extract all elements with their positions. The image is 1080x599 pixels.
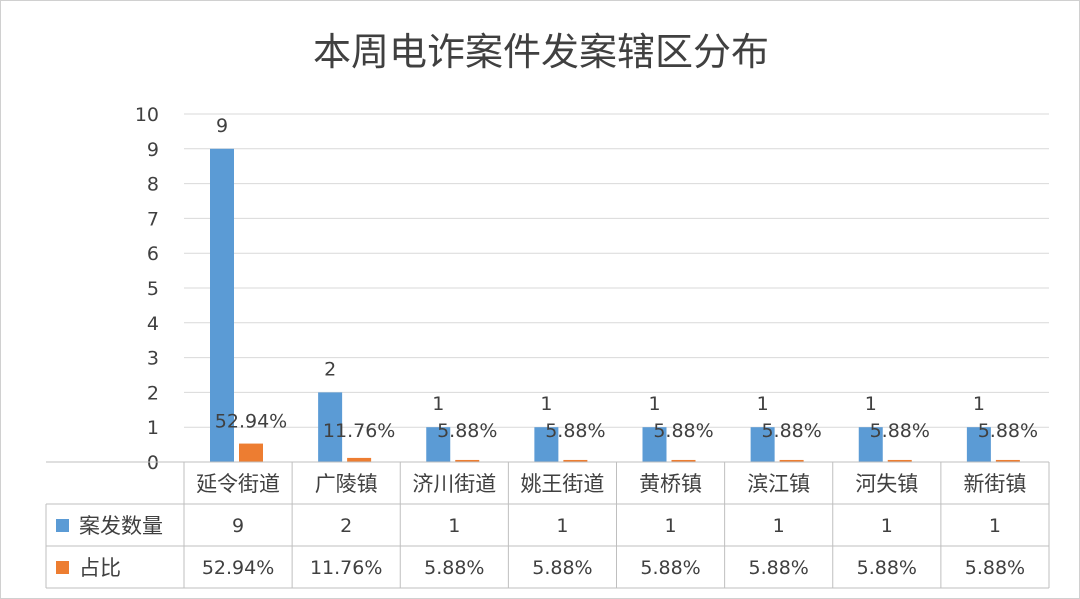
y-tick-label: 9: [147, 139, 159, 161]
legend-label-case-count: 案发数量: [79, 514, 163, 538]
bar-share: [995, 459, 1020, 462]
data-label-case-count: 1: [865, 393, 877, 415]
y-tick-label: 2: [147, 382, 159, 404]
legend-label-share: 占比: [79, 556, 121, 580]
table-cell-share: 11.76%: [310, 557, 382, 579]
category-label: 广陵镇: [315, 472, 378, 496]
table-cell-case-count: 1: [448, 515, 460, 537]
data-label-share: 52.94%: [215, 411, 287, 433]
table-cell-share: 5.88%: [749, 557, 809, 579]
bar-share: [887, 459, 912, 462]
data-label-case-count: 1: [973, 393, 985, 415]
data-label-case-count: 9: [216, 115, 228, 137]
table-cell-case-count: 1: [665, 515, 677, 537]
bar-share: [347, 457, 372, 462]
bar-share: [779, 459, 804, 462]
y-tick-label: 7: [147, 208, 159, 230]
y-tick-label: 0: [147, 452, 159, 474]
bar-case-count: [966, 427, 991, 462]
data-label-share: 5.88%: [653, 420, 713, 442]
bar-share: [671, 459, 696, 462]
data-label-share: 5.88%: [870, 420, 930, 442]
table-cell-case-count: 9: [232, 515, 244, 537]
data-label-case-count: 1: [648, 393, 660, 415]
table-cell-case-count: 1: [989, 515, 1001, 537]
category-label: 新街镇: [963, 472, 1026, 496]
bar-case-count: [750, 427, 775, 462]
data-label-case-count: 1: [757, 393, 769, 415]
bar-case-count: [426, 427, 451, 462]
data-labels: 9 52.94% 2 11.76% 1 5.88% 1 5.88% 1 5.88% 1 5.88% 1 5…: [215, 115, 1038, 442]
table-cell-case-count: 1: [556, 515, 568, 537]
category-label: 延令街道: [196, 472, 280, 496]
bars: [210, 148, 1020, 463]
category-label: 济川街道: [412, 472, 496, 496]
table-cell-case-count: 1: [881, 515, 893, 537]
y-tick-label: 4: [147, 313, 159, 335]
y-tick-label: 6: [147, 243, 159, 265]
data-label-case-count: 1: [432, 393, 444, 415]
table-cell-share: 5.88%: [965, 557, 1025, 579]
data-label-share: 5.88%: [545, 420, 605, 442]
table-cell-case-count: 2: [340, 515, 352, 537]
category-label: 姚王街道: [520, 472, 604, 496]
table-cell-case-count: 1: [773, 515, 785, 537]
y-tick-label: 3: [147, 348, 159, 370]
bar-share: [239, 443, 263, 462]
y-tick-label: 1: [147, 417, 159, 439]
legend-key-case-count: [56, 519, 69, 532]
bar-share: [455, 459, 480, 462]
bar-case-count: [210, 148, 234, 463]
bar-case-count: [318, 392, 343, 462]
table-cell-share: 5.88%: [857, 557, 917, 579]
y-tick-label: 8: [147, 174, 159, 196]
bar-case-count: [858, 427, 883, 462]
bar-share: [563, 459, 588, 462]
data-label-share: 5.88%: [978, 420, 1038, 442]
y-tick-label: 10: [135, 104, 159, 126]
category-label: 黄桥镇: [639, 472, 702, 496]
table-cell-share: 52.94%: [202, 557, 274, 579]
legend-key-share: [56, 561, 69, 574]
gridlines: [184, 113, 1049, 428]
data-label-case-count: 1: [540, 393, 552, 415]
category-label: 滨江镇: [747, 472, 810, 496]
chart-title: 本周电诈案件发案辖区分布: [313, 30, 769, 74]
data-label-share: 11.76%: [323, 420, 395, 442]
y-tick-label: 5: [147, 278, 159, 300]
table-cell-share: 5.88%: [640, 557, 700, 579]
data-label-share: 5.88%: [437, 420, 497, 442]
data-label-case-count: 2: [324, 358, 336, 380]
bar-case-count: [642, 427, 667, 462]
data-label-share: 5.88%: [761, 420, 821, 442]
table-cell-share: 5.88%: [424, 557, 484, 579]
y-axis: 0 1 2 3 4 5 6 7 8 9 10: [135, 104, 159, 474]
category-label: 河失镇: [855, 472, 918, 496]
bar-case-count: [534, 427, 559, 462]
table-cell-share: 5.88%: [532, 557, 592, 579]
